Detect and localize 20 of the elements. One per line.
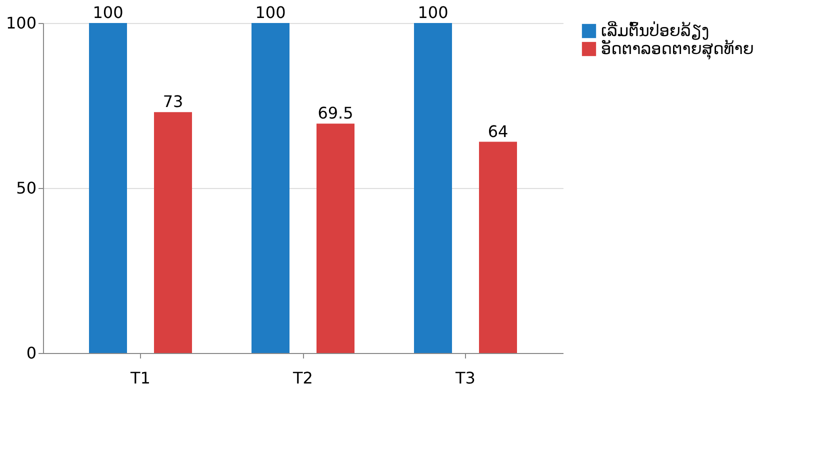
y-tick-label: 0 bbox=[26, 344, 36, 362]
legend-label: ເລີ່ມຕົ້ນປ່ອຍລ້ຽງ bbox=[601, 20, 710, 40]
legend-label: ອັດຕາລອດຕາຍສຸດທ້າຍ bbox=[601, 38, 754, 60]
y-tick-label: 50 bbox=[16, 178, 36, 198]
bar bbox=[316, 124, 354, 353]
bar bbox=[479, 142, 517, 353]
bar bbox=[154, 112, 192, 353]
bar bbox=[89, 23, 127, 353]
data-label: 73 bbox=[162, 92, 184, 112]
data-label: 100 bbox=[255, 3, 286, 22]
data-label: 100 bbox=[418, 3, 448, 22]
bar bbox=[414, 23, 452, 353]
data-label: 69.5 bbox=[318, 104, 354, 123]
x-tick-label: T2 bbox=[292, 368, 313, 388]
x-tick-label: T1 bbox=[130, 368, 150, 388]
y-tick-label: 100 bbox=[6, 14, 36, 32]
data-label: 100 bbox=[92, 3, 124, 22]
data-label: 64 bbox=[488, 122, 508, 141]
bar bbox=[252, 23, 290, 353]
x-tick-label: T3 bbox=[454, 368, 476, 388]
